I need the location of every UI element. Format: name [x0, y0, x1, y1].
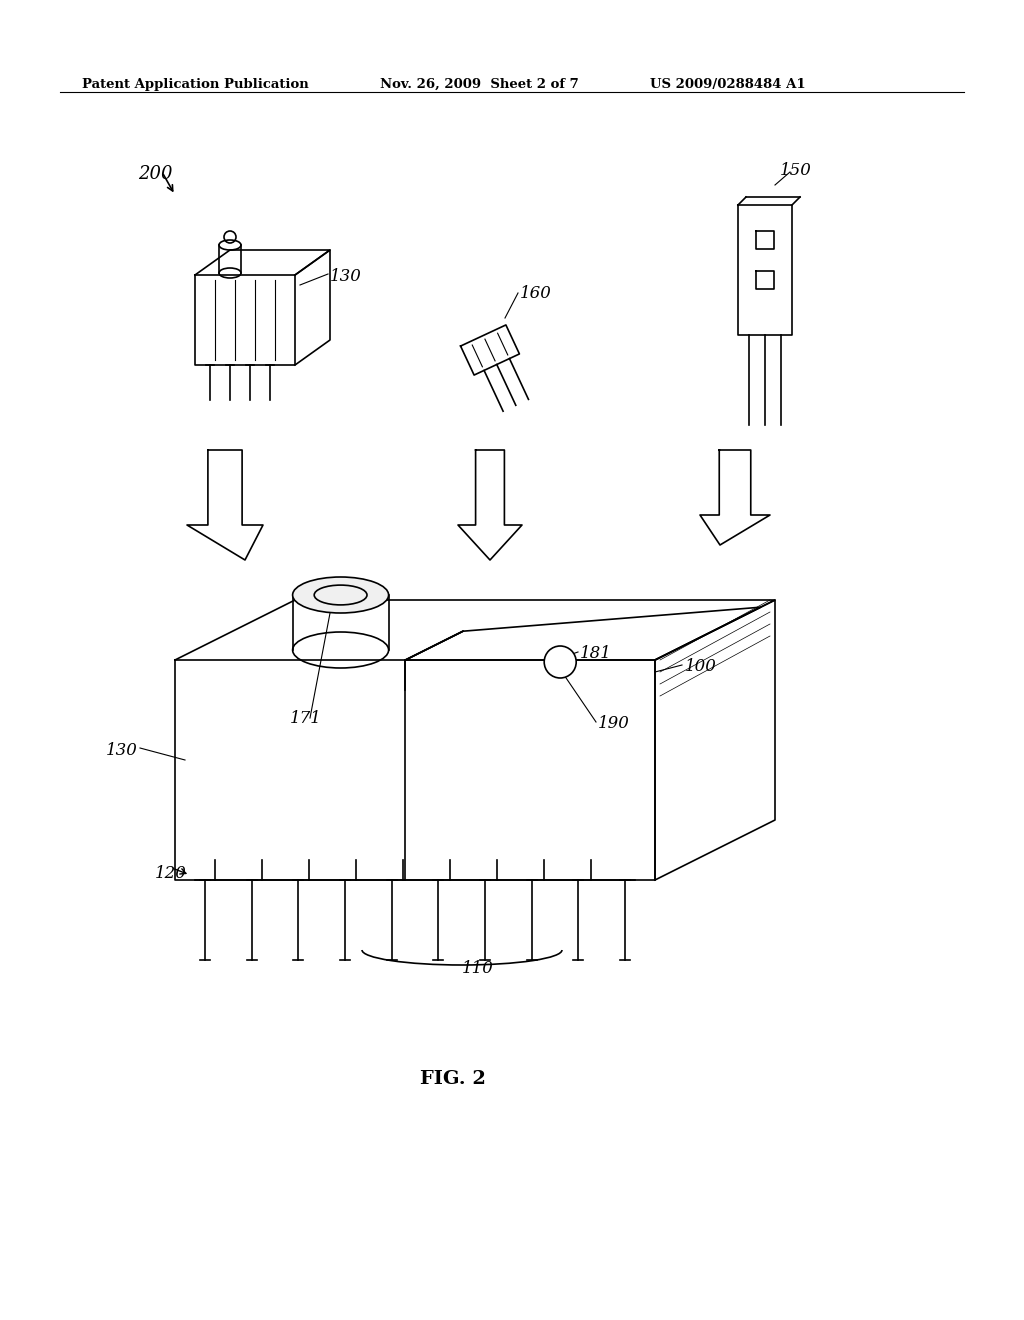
Circle shape	[544, 645, 577, 678]
Text: 160: 160	[520, 285, 552, 302]
Text: FIG. 2: FIG. 2	[420, 1071, 485, 1088]
Text: 110: 110	[462, 960, 494, 977]
Text: 181: 181	[580, 645, 612, 663]
Text: 100: 100	[685, 657, 717, 675]
Text: Nov. 26, 2009  Sheet 2 of 7: Nov. 26, 2009 Sheet 2 of 7	[380, 78, 579, 91]
Text: 130: 130	[106, 742, 138, 759]
Text: US 2009/0288484 A1: US 2009/0288484 A1	[650, 78, 806, 91]
Text: 171: 171	[290, 710, 322, 727]
Ellipse shape	[293, 577, 388, 612]
Text: Patent Application Publication: Patent Application Publication	[82, 78, 309, 91]
Text: 130: 130	[330, 268, 361, 285]
Text: 190: 190	[598, 715, 630, 733]
Text: 120: 120	[155, 865, 186, 882]
Text: 200: 200	[138, 165, 172, 183]
Text: 150: 150	[780, 162, 812, 180]
